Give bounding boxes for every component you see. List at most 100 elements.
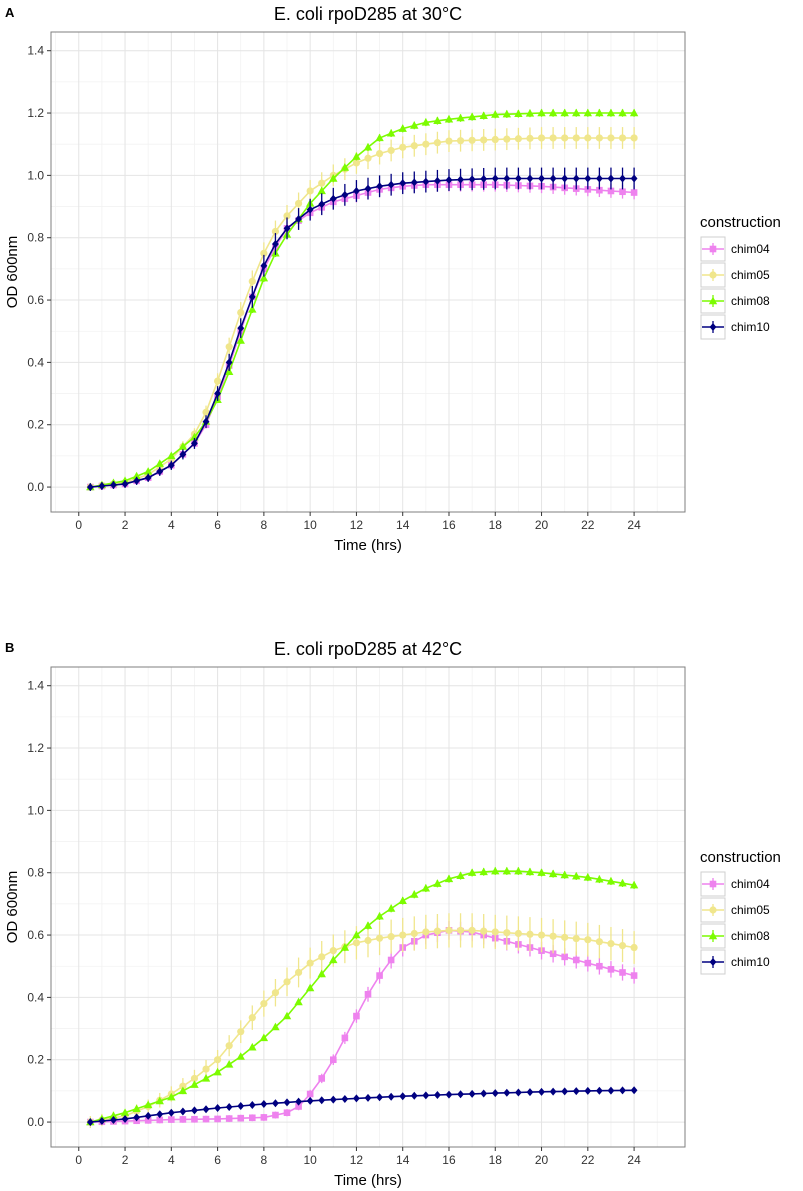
- y-tick-label: 0.0: [27, 480, 44, 494]
- y-tick-label: 0.2: [27, 418, 44, 432]
- data-point: [433, 927, 442, 935]
- data-point: [607, 134, 615, 142]
- data-point: [503, 174, 511, 183]
- legend-item-chim10: chim10: [700, 949, 770, 975]
- y-tick-label: 0.8: [27, 866, 44, 880]
- data-point: [178, 442, 188, 450]
- data-point: [399, 931, 407, 939]
- data-point: [398, 124, 407, 132]
- data-point: [260, 1114, 268, 1121]
- data-point: [584, 174, 592, 183]
- data-point: [225, 343, 233, 351]
- y-tick-label: 0.6: [27, 293, 44, 307]
- data-point: [202, 1115, 210, 1123]
- data-point: [86, 483, 94, 492]
- data-point: [560, 108, 569, 117]
- data-point: [329, 1095, 337, 1104]
- data-point: [584, 936, 592, 944]
- data-point: [306, 959, 314, 967]
- data-point: [410, 890, 419, 898]
- data-point: [467, 112, 477, 121]
- y-tick-label: 0.8: [27, 231, 44, 245]
- data-point: [248, 1042, 257, 1051]
- legend-item-chim05: chim05: [700, 897, 770, 923]
- data-point: [421, 883, 431, 892]
- chart-panel-a: A E. coli rpoD285 at 30°C0 2 4 6 8 10 12 14 16 18 2…: [4, 4, 781, 554]
- data-point: [237, 1102, 245, 1111]
- data-point: [341, 1095, 349, 1103]
- data-point: [341, 190, 349, 199]
- data-point: [445, 1090, 453, 1099]
- data-point: [260, 1000, 268, 1008]
- data-point: [386, 128, 396, 137]
- data-point: [248, 305, 257, 313]
- data-point: [515, 174, 522, 183]
- data-point: [456, 926, 465, 934]
- data-point: [480, 136, 488, 144]
- x-axis-label: Time (hrs): [334, 1172, 402, 1189]
- x-axis-label: Time (hrs): [334, 537, 402, 554]
- data-point: [167, 461, 175, 470]
- data-point: [340, 163, 350, 171]
- data-point: [434, 176, 441, 185]
- data-point: [629, 880, 639, 889]
- data-point: [305, 983, 315, 992]
- data-point: [143, 1100, 153, 1109]
- x-tick-label: 22: [581, 1153, 595, 1167]
- data-point: [294, 997, 303, 1006]
- plot-background: [51, 667, 685, 1147]
- x-tick-label: 24: [627, 518, 641, 532]
- data-point: [549, 950, 557, 958]
- data-point: [190, 1080, 199, 1088]
- data-point: [491, 110, 500, 118]
- y-axis-label: OD 600nm: [4, 236, 21, 309]
- data-point: [502, 109, 512, 118]
- data-point: [596, 962, 603, 970]
- data-point: [260, 249, 268, 257]
- data-point: [445, 926, 453, 934]
- data-point: [294, 199, 303, 208]
- data-point: [583, 108, 593, 117]
- axes: 0 2 4 6 8 10 12 14 16 18 20 22 240.00.20.40.60.81.01…: [27, 44, 641, 532]
- data-point: [595, 874, 604, 883]
- data-point: [433, 879, 442, 887]
- data-point: [572, 934, 580, 943]
- data-point: [318, 179, 326, 187]
- y-tick-label: 1.0: [27, 168, 44, 182]
- series-chim08: [86, 866, 639, 1126]
- data-point: [353, 186, 360, 195]
- data-point: [515, 1088, 522, 1097]
- data-point: [272, 1099, 279, 1108]
- data-point: [526, 134, 534, 142]
- data-point: [202, 1065, 210, 1073]
- data-point: [202, 408, 210, 416]
- data-point: [595, 134, 603, 142]
- x-tick-label: 8: [261, 518, 268, 532]
- data-point: [155, 1096, 164, 1105]
- data-point: [444, 114, 454, 123]
- data-point: [572, 956, 580, 964]
- data-point: [86, 1118, 94, 1127]
- data-point: [561, 1087, 569, 1096]
- data-point: [318, 953, 326, 961]
- data-point: [260, 261, 268, 270]
- data-point: [167, 1092, 176, 1101]
- data-point: [271, 1022, 280, 1031]
- data-point: [143, 467, 153, 475]
- data-point: [387, 1092, 395, 1101]
- data-point: [225, 358, 233, 367]
- x-tick-label: 6: [214, 1153, 221, 1167]
- legend: construction chim04 chim05 chim08 chim10: [700, 214, 781, 340]
- data-point: [630, 1086, 638, 1095]
- data-point: [387, 956, 395, 964]
- data-point: [202, 1105, 210, 1114]
- legend-item-chim04: chim04: [700, 236, 770, 262]
- x-tick-label: 20: [535, 1153, 549, 1167]
- y-tick-label: 0.4: [27, 990, 44, 1004]
- x-tick-label: 4: [168, 518, 175, 532]
- data-point: [213, 1056, 222, 1064]
- data-point: [549, 134, 557, 142]
- data-point: [434, 1091, 441, 1100]
- legend-key-marker: [708, 931, 718, 940]
- y-tick-label: 1.2: [27, 106, 44, 120]
